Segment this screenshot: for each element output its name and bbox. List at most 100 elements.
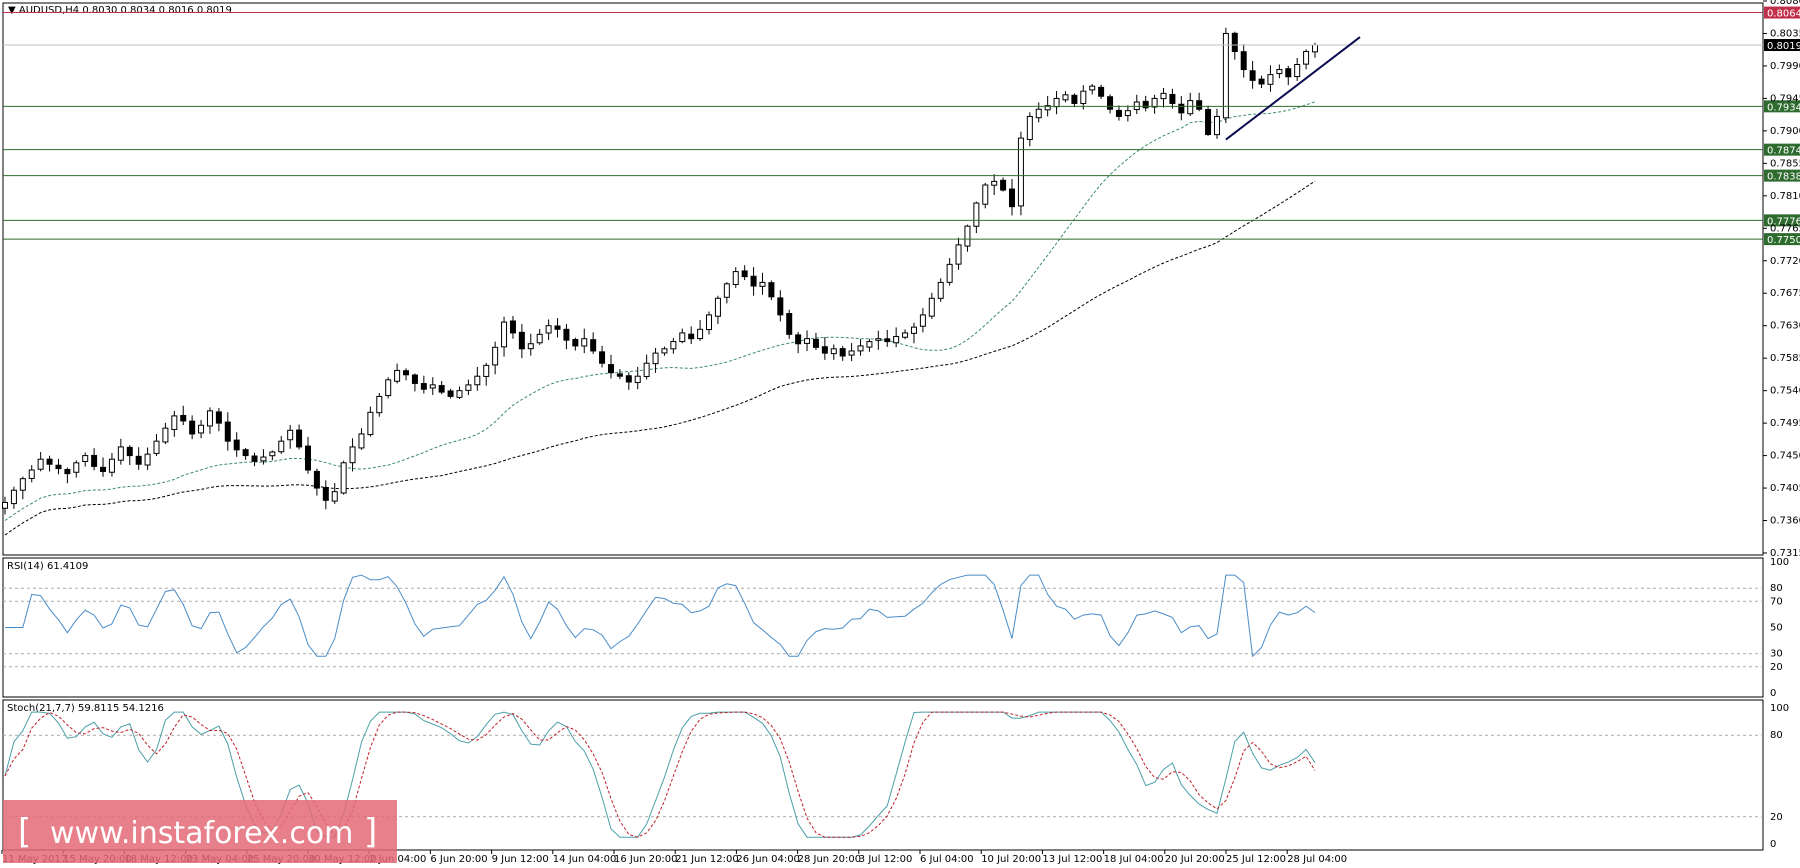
candle-body: [786, 313, 793, 335]
candle-body: [634, 375, 641, 384]
candle-body: [100, 466, 107, 472]
candle-body: [1303, 51, 1310, 65]
candle-body: [1196, 100, 1203, 110]
candle-body: [670, 341, 677, 350]
candle-body: [554, 325, 561, 330]
candle-body: [821, 346, 828, 354]
candle-body: [1142, 100, 1149, 109]
candle-body: [1178, 103, 1185, 114]
rsi-header: RSI(14) 61.4109: [7, 561, 88, 572]
candle-body: [322, 486, 329, 501]
candle-body: [349, 446, 356, 464]
candle-body: [260, 456, 267, 462]
candle-body: [313, 470, 320, 489]
candle-body: [1089, 85, 1096, 91]
candle-body: [108, 458, 115, 473]
candle-body: [1080, 90, 1087, 104]
candle-body: [1205, 109, 1212, 135]
candle-body: [420, 383, 427, 390]
price-tick-label: 0.7945: [1770, 93, 1800, 104]
candle-body: [661, 348, 668, 354]
candle-body: [429, 384, 436, 389]
stoch-signal-line: [4, 711, 1316, 838]
candle-body: [1258, 78, 1265, 85]
candle-body: [304, 445, 311, 471]
candle-body: [545, 325, 552, 334]
candle-body: [581, 338, 588, 347]
time-tick-label: 10 Jul 20:00: [981, 854, 1041, 865]
stoch-tick-label: 0: [1770, 839, 1776, 850]
candle-body: [723, 283, 730, 298]
current-price-badge: [1764, 39, 1800, 52]
price-tick-label: 0.7855: [1770, 158, 1800, 169]
time-tick-label: 18 Jul 04:00: [1104, 854, 1164, 865]
candle-body: [616, 373, 623, 377]
candle-body: [1035, 108, 1042, 119]
time-tick-label: 28 Jun 20:00: [798, 854, 862, 865]
candle-body: [1160, 92, 1167, 100]
symbol-header: ▼ AUDUSD,H4 0.8030 0.8034 0.8016 0.8019: [8, 5, 232, 16]
time-tick-label: 25 Jul 12:00: [1226, 854, 1286, 865]
support-level-badge: [1764, 169, 1800, 182]
candle-body: [171, 415, 178, 430]
candle-body: [1187, 100, 1194, 115]
candle-body: [82, 455, 89, 462]
support-level-label: 0.7750: [1767, 235, 1800, 246]
candle-body: [394, 369, 401, 382]
candle-body: [741, 270, 748, 278]
candle-body: [269, 451, 276, 457]
time-tick-label: 13 Jul 12:00: [1042, 854, 1102, 865]
candle-body: [1213, 115, 1220, 136]
support-level-badge: [1764, 233, 1800, 246]
candle-body: [768, 282, 775, 298]
candle-body: [937, 281, 944, 299]
watermark-text: www.instaforex.com: [50, 816, 353, 851]
candle-body: [1026, 115, 1033, 140]
candle-body: [625, 375, 632, 383]
watermark-bracket-left: [: [18, 812, 31, 852]
time-tick-label: 6 Jul 04:00: [920, 854, 974, 865]
candle-body: [1107, 96, 1114, 110]
candle-body: [287, 429, 294, 441]
candle-body: [563, 328, 570, 341]
candle-body: [1240, 51, 1247, 71]
candle-body: [385, 379, 392, 397]
candle-body: [1276, 69, 1283, 75]
watermark-background: [3, 800, 397, 863]
candle-body: [697, 328, 704, 340]
candle-body: [198, 424, 205, 434]
candle-body: [340, 462, 347, 494]
candle-body: [759, 281, 766, 287]
stoch-tick-label: 100: [1770, 703, 1789, 714]
candle-body: [474, 375, 481, 386]
candle-body: [126, 446, 133, 457]
candle-body: [1169, 93, 1176, 104]
stoch-tick-label: 20: [1770, 812, 1783, 823]
candle-body: [1071, 94, 1078, 104]
price-tick-label: 0.7405: [1770, 483, 1800, 494]
candle-body: [607, 364, 614, 374]
support-level-badge: [1764, 143, 1800, 156]
main-panel-frame: [2, 2, 1764, 556]
candle-body: [411, 374, 418, 384]
candle-body: [1053, 97, 1060, 108]
trendline-layer: [1225, 36, 1361, 141]
price-tick-label: 0.7585: [1770, 353, 1800, 364]
time-tick-label: 26 Jun 04:00: [736, 854, 800, 865]
candle-body: [643, 362, 650, 378]
rsi-tick-label: 70: [1770, 596, 1783, 607]
price-axis: 0.80800.80350.79900.79450.79000.78550.78…: [1763, 0, 1800, 559]
candle-body: [1098, 86, 1105, 97]
candle-body: [804, 338, 811, 344]
candle-body: [1115, 109, 1122, 117]
stoch-tick-label: 80: [1770, 730, 1783, 741]
ma-fast-line: [4, 101, 1316, 521]
candle-body: [162, 427, 169, 443]
price-tick-label: 0.7675: [1770, 288, 1800, 299]
support-level-label: 0.7776: [1767, 216, 1800, 227]
rsi-tick-label: 20: [1770, 662, 1783, 673]
candle-body: [189, 420, 196, 435]
candle-body: [866, 341, 873, 348]
